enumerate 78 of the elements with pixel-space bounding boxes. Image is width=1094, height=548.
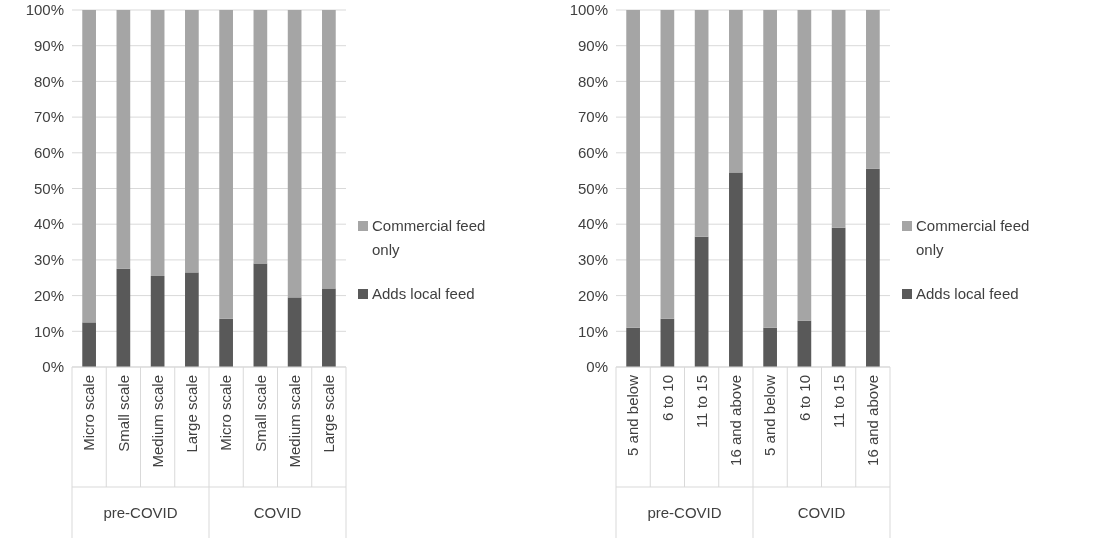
- y-tick-label: 80%: [577, 72, 608, 90]
- bar: [694, 10, 709, 237]
- bar: [797, 10, 812, 321]
- y-tick-label: 80%: [33, 72, 64, 90]
- bar: [763, 10, 777, 328]
- x-tick-label: Large scale: [183, 375, 201, 453]
- bar: [660, 10, 675, 319]
- y-tick-label: 0%: [586, 358, 608, 376]
- bar: [150, 275, 165, 367]
- bar: [116, 10, 131, 269]
- y-tick-label: 20%: [577, 286, 608, 304]
- bar: [253, 263, 268, 367]
- bar: [831, 227, 846, 367]
- y-tick-label: 60%: [577, 144, 608, 162]
- bar: [219, 10, 233, 319]
- bar: [116, 268, 131, 367]
- bar: [831, 10, 846, 228]
- x-tick-label: 6 to 10: [658, 375, 676, 421]
- legend-label: Adds local feed: [916, 285, 1019, 303]
- y-tick-label: 20%: [33, 286, 64, 304]
- y-tick-label: 100%: [25, 1, 64, 19]
- x-tick-label: 6 to 10: [795, 375, 813, 421]
- bar: [729, 172, 743, 367]
- legend-label: Adds local feed: [372, 285, 475, 303]
- x-tick-label: Small scale: [251, 375, 269, 452]
- bar: [322, 10, 336, 289]
- bar: [150, 10, 165, 276]
- y-tick-label: 10%: [577, 322, 608, 340]
- text: COVID: [253, 504, 302, 521]
- x-tick-label: 11 to 15: [692, 375, 710, 429]
- y-tick-label: 10%: [33, 322, 64, 340]
- x-tick-label: 16 and above: [727, 375, 745, 466]
- bar: [866, 10, 880, 169]
- bar: [626, 10, 640, 328]
- y-tick-label: 70%: [577, 108, 608, 126]
- bar: [694, 236, 709, 367]
- bar: [185, 10, 199, 273]
- bar: [660, 318, 675, 367]
- bar: [763, 327, 777, 367]
- bar: [729, 10, 743, 173]
- text: pre-COVID: [103, 504, 178, 521]
- y-tick-label: 50%: [33, 179, 64, 197]
- y-tick-label: 60%: [33, 144, 64, 162]
- bar: [797, 320, 812, 367]
- bar: [82, 322, 96, 367]
- x-tick-label: 5 and below: [761, 374, 779, 456]
- y-tick-label: 70%: [33, 108, 64, 126]
- text: COVID: [797, 504, 846, 521]
- bar: [866, 168, 880, 367]
- x-tick-label: Small scale: [114, 375, 132, 452]
- legend-label: Commercial feed only: [916, 217, 1030, 259]
- bar: [219, 318, 233, 367]
- bar: [322, 288, 336, 367]
- y-tick-label: 30%: [33, 251, 64, 269]
- x-tick-label: Micro scale: [217, 375, 235, 451]
- y-tick-label: 100%: [569, 1, 608, 19]
- bar: [185, 272, 199, 367]
- bar: [626, 327, 640, 367]
- y-tick-label: 0%: [42, 358, 64, 376]
- x-tick-label: Micro scale: [80, 375, 98, 451]
- y-tick-label: 30%: [577, 251, 608, 269]
- y-tick-label: 90%: [33, 36, 64, 54]
- bar: [253, 10, 268, 264]
- text: pre-COVID: [647, 504, 722, 521]
- x-tick-label: Medium scale: [148, 375, 166, 468]
- bar: [287, 297, 302, 367]
- x-tick-label: 16 and above: [864, 375, 882, 466]
- legend-label: Commercial feed only: [372, 217, 486, 259]
- x-tick-label: Medium scale: [285, 375, 303, 468]
- bar: [82, 10, 96, 323]
- x-tick-label: 11 to 15: [829, 375, 847, 429]
- y-tick-label: 90%: [577, 36, 608, 54]
- y-tick-label: 40%: [577, 215, 608, 233]
- bar: [287, 10, 302, 298]
- y-tick-label: 40%: [33, 215, 64, 233]
- x-tick-label: Large scale: [320, 375, 338, 453]
- y-tick-label: 50%: [577, 179, 608, 197]
- x-tick-label: 5 and below: [624, 374, 642, 456]
